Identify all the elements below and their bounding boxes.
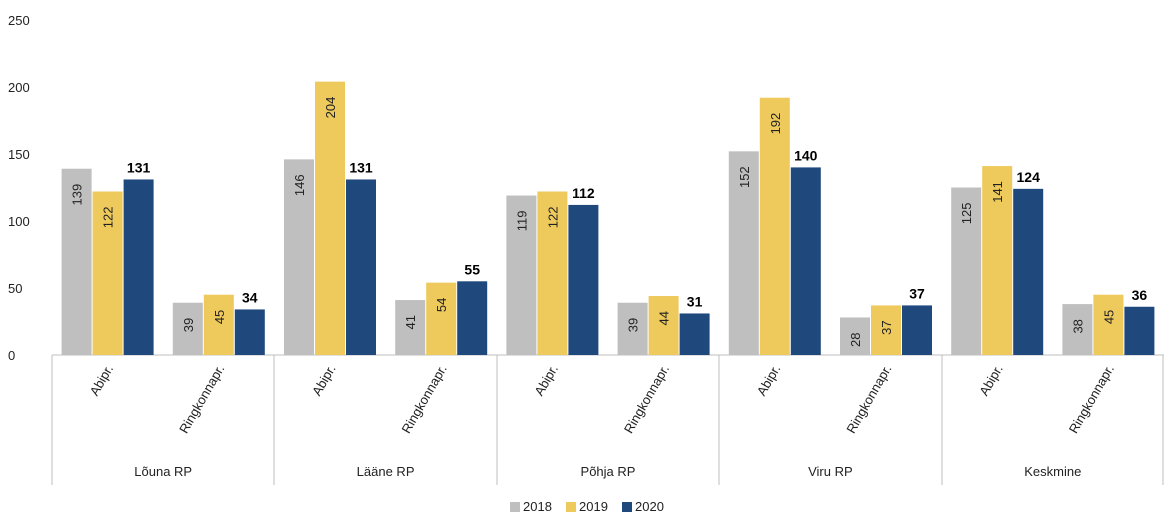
data-label: 36 xyxy=(1132,287,1148,303)
x-group-label: Lääne RP xyxy=(357,464,415,479)
legend-label: 2020 xyxy=(635,499,664,514)
bar-2020 xyxy=(1124,306,1155,355)
x-group-label: Lõuna RP xyxy=(134,464,192,479)
data-label: 39 xyxy=(626,318,641,332)
bar-2019 xyxy=(759,97,790,355)
data-label: 152 xyxy=(737,166,752,188)
bar-2020 xyxy=(568,204,599,355)
data-label: 54 xyxy=(434,298,449,312)
legend-swatch-2020 xyxy=(622,502,632,512)
legend-swatch-2018 xyxy=(510,502,520,512)
y-tick-label: 250 xyxy=(8,13,30,28)
x-category-label: Abipr. xyxy=(976,362,1006,398)
x-category-label: Ringkonnapr. xyxy=(843,362,894,436)
data-label: 45 xyxy=(1101,310,1116,324)
x-category-label: Abipr. xyxy=(531,362,561,398)
data-label: 141 xyxy=(990,181,1005,203)
data-label: 55 xyxy=(464,261,480,277)
data-label: 204 xyxy=(323,97,338,119)
legend-label: 2019 xyxy=(579,499,608,514)
x-group-label: Viru RP xyxy=(808,464,853,479)
data-label: 28 xyxy=(848,332,863,346)
bar-2019 xyxy=(537,191,568,355)
bar-2019 xyxy=(871,305,901,355)
bar-2020 xyxy=(457,281,488,355)
data-label: 124 xyxy=(1017,169,1041,185)
bar-2020 xyxy=(1013,188,1044,355)
data-label: 140 xyxy=(794,147,818,163)
bar-2018 xyxy=(61,168,92,355)
data-label: 125 xyxy=(959,203,974,225)
data-label: 41 xyxy=(403,315,418,329)
bar-2019 xyxy=(1093,294,1124,355)
data-label: 146 xyxy=(292,174,307,196)
y-tick-label: 0 xyxy=(8,348,15,363)
bar-2018 xyxy=(172,302,203,355)
bar-2019 xyxy=(982,166,1013,355)
data-label: 31 xyxy=(687,293,703,309)
x-category-label: Abipr. xyxy=(87,362,117,398)
bar-2018 xyxy=(284,159,314,355)
data-label: 37 xyxy=(879,320,894,334)
x-category-label: Ringkonnapr. xyxy=(398,362,449,436)
bar-2019 xyxy=(203,294,234,355)
x-category-label: Ringkonnapr. xyxy=(176,362,227,436)
bar-2020 xyxy=(123,179,154,355)
x-category-label: Ringkonnapr. xyxy=(1066,362,1117,436)
legend-label: 2018 xyxy=(523,499,552,514)
data-label: 45 xyxy=(212,310,227,324)
bar-2019 xyxy=(648,296,679,355)
data-label: 122 xyxy=(101,207,116,229)
data-label: 44 xyxy=(657,311,672,325)
data-label: 112 xyxy=(572,185,595,201)
bar-2020 xyxy=(679,313,710,355)
data-label: 131 xyxy=(349,159,373,175)
bar-2020 xyxy=(790,167,821,355)
bar-2018 xyxy=(506,195,537,355)
bar-2019 xyxy=(315,81,345,355)
x-group-label: Põhja RP xyxy=(581,464,636,479)
bar-2018 xyxy=(951,187,982,355)
bar-2018 xyxy=(840,317,870,355)
bar-2018 xyxy=(728,151,759,355)
bar-2018 xyxy=(1062,304,1093,355)
x-group-label: Keskmine xyxy=(1024,464,1081,479)
bar-2019 xyxy=(92,191,123,355)
y-tick-label: 50 xyxy=(8,281,22,296)
data-label: 192 xyxy=(768,113,783,135)
y-tick-label: 100 xyxy=(8,214,30,229)
bar-2019 xyxy=(426,282,457,355)
data-label: 139 xyxy=(70,184,85,206)
bar-2020 xyxy=(234,309,265,355)
y-tick-label: 150 xyxy=(8,147,30,162)
x-category-label: Abipr. xyxy=(309,362,339,398)
data-label: 37 xyxy=(909,285,925,301)
bar-2020 xyxy=(346,179,376,355)
y-tick-label: 200 xyxy=(8,80,30,95)
bar-2020 xyxy=(902,305,932,355)
x-category-label: Ringkonnapr. xyxy=(621,362,672,436)
data-label: 34 xyxy=(242,289,258,305)
legend-swatch-2019 xyxy=(566,502,576,512)
data-label: 122 xyxy=(545,207,560,229)
data-label: 131 xyxy=(127,159,151,175)
bar-2018 xyxy=(617,302,648,355)
bar-2018 xyxy=(395,300,426,355)
x-category-label: Abipr. xyxy=(754,362,784,398)
data-label: 119 xyxy=(514,211,529,232)
data-label: 39 xyxy=(181,318,196,332)
data-label: 38 xyxy=(1070,319,1085,333)
